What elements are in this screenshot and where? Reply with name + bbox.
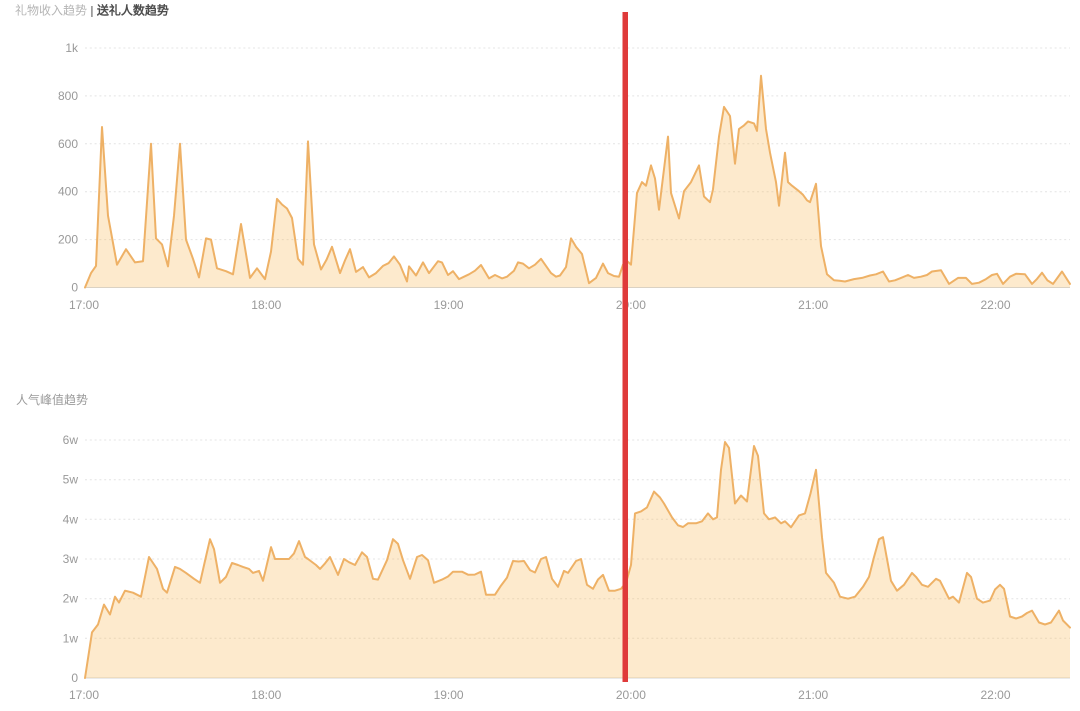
svg-text:17:00: 17:00 xyxy=(69,298,99,312)
svg-text:800: 800 xyxy=(58,89,78,103)
svg-text:17:00: 17:00 xyxy=(69,688,99,702)
svg-text:礼物收入趋势 | 送礼人数趋势: 礼物收入趋势 | 送礼人数趋势 xyxy=(15,3,169,18)
svg-text:21:00: 21:00 xyxy=(798,688,828,702)
svg-text:2w: 2w xyxy=(63,592,79,606)
svg-text:22:00: 22:00 xyxy=(980,298,1010,312)
svg-text:5w: 5w xyxy=(63,473,79,487)
svg-text:600: 600 xyxy=(58,137,78,151)
svg-text:人气峰值趋势: 人气峰值趋势 xyxy=(16,392,88,407)
svg-text:18:00: 18:00 xyxy=(251,688,281,702)
svg-text:19:00: 19:00 xyxy=(434,688,464,702)
svg-text:1w: 1w xyxy=(63,631,79,645)
svg-text:0: 0 xyxy=(71,671,78,685)
svg-text:21:00: 21:00 xyxy=(798,298,828,312)
svg-text:19:00: 19:00 xyxy=(434,298,464,312)
svg-text:200: 200 xyxy=(58,233,78,247)
svg-text:4w: 4w xyxy=(63,512,79,526)
svg-text:0: 0 xyxy=(71,281,78,295)
svg-text:20:00: 20:00 xyxy=(616,298,646,312)
svg-text:18:00: 18:00 xyxy=(251,298,281,312)
svg-text:400: 400 xyxy=(58,185,78,199)
svg-text:6w: 6w xyxy=(63,433,79,447)
svg-text:1k: 1k xyxy=(65,41,79,55)
svg-text:3w: 3w xyxy=(63,552,79,566)
svg-text:20:00: 20:00 xyxy=(616,688,646,702)
svg-text:22:00: 22:00 xyxy=(980,688,1010,702)
